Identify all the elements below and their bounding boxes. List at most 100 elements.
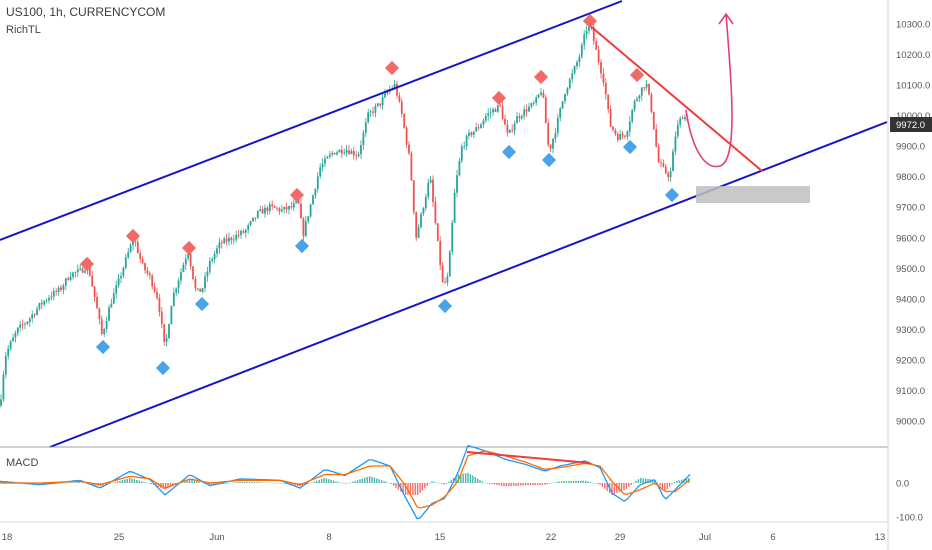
- channel-lower-line[interactable]: [49, 121, 888, 448]
- histogram-bar: [282, 483, 284, 484]
- histogram-bar: [431, 481, 433, 483]
- candle-body: [489, 112, 492, 114]
- candle-body: [580, 44, 583, 57]
- candle-body: [540, 92, 542, 95]
- projection-path[interactable]: [685, 13, 733, 168]
- histogram-bar: [380, 480, 383, 483]
- histogram-bar: [515, 483, 517, 486]
- candle-body: [14, 333, 17, 338]
- histogram-bar: [143, 481, 145, 483]
- time-axis[interactable]: 18 25 Jun 8 15 22 29 Jul 6 13: [0, 521, 888, 543]
- histogram-bar: [404, 483, 407, 495]
- histogram-bar: [325, 478, 328, 483]
- candle-body: [187, 253, 190, 259]
- candle-body: [585, 30, 588, 35]
- histogram-bar: [265, 482, 268, 484]
- candle-body: [619, 134, 622, 140]
- candle-body: [256, 210, 259, 218]
- histogram-bar: [200, 482, 203, 484]
- candle-body: [492, 109, 494, 113]
- histogram-bar: [385, 481, 388, 483]
- candle-body: [266, 207, 269, 212]
- candle-body: [40, 302, 43, 305]
- histogram-bar: [496, 483, 498, 486]
- histogram-bar: [239, 481, 241, 483]
- last-price-tag: 9972.0: [890, 117, 932, 132]
- candle-body: [482, 120, 485, 125]
- candle-body: [112, 293, 115, 304]
- candle-body: [472, 131, 475, 135]
- candle-body: [432, 179, 434, 203]
- candle-body: [177, 280, 180, 289]
- resistance-line[interactable]: [587, 23, 763, 172]
- histogram-bar: [263, 482, 265, 483]
- candle-body: [384, 93, 386, 98]
- price-tick-label: 9800.0: [896, 172, 925, 183]
- histogram-bar: [253, 482, 256, 483]
- histogram-bar: [1, 481, 4, 483]
- histogram-bar: [604, 483, 606, 489]
- candle-body: [403, 114, 406, 128]
- price-pane[interactable]: [0, 0, 888, 448]
- marker-high: [384, 60, 400, 76]
- candle-body: [475, 127, 478, 132]
- histogram-bar: [685, 478, 688, 483]
- candle-body: [235, 234, 238, 240]
- histogram-bar: [642, 478, 644, 483]
- channel-upper-line[interactable]: [0, 0, 623, 241]
- histogram-bar: [371, 476, 373, 483]
- divergence-line[interactable]: [466, 451, 591, 464]
- candle-body: [120, 276, 122, 279]
- candle-body: [189, 253, 192, 267]
- candle-body: [122, 267, 125, 277]
- histogram-bar: [71, 482, 73, 484]
- candle-body: [62, 285, 65, 290]
- candle-body: [499, 105, 502, 107]
- price-tick-label: 10200.0: [896, 50, 930, 61]
- histogram-bar: [560, 481, 563, 483]
- histogram-bar: [133, 479, 136, 483]
- histogram-bar: [167, 483, 169, 489]
- candle-body: [259, 209, 262, 211]
- histogram-bar: [59, 483, 61, 484]
- histogram-bar: [498, 483, 500, 486]
- candle-body: [532, 102, 535, 104]
- candle-body: [564, 93, 566, 102]
- histogram-bar: [500, 483, 503, 486]
- candle-body: [50, 296, 53, 298]
- support-zone[interactable]: [696, 186, 810, 203]
- candle-body: [194, 278, 197, 289]
- marker-low: [541, 152, 557, 168]
- histogram-bar: [637, 479, 640, 483]
- marker-high: [289, 187, 305, 203]
- candle-body: [463, 146, 466, 147]
- time-axis-ticks: 18 25 Jun 8 15 22 29 Jul 6 13: [2, 532, 886, 543]
- macd-pane[interactable]: [0, 444, 691, 520]
- histogram-bar: [354, 480, 356, 483]
- candle-body: [100, 319, 103, 335]
- histogram-bar: [186, 479, 188, 483]
- candle-body: [410, 153, 413, 181]
- candle-body: [307, 216, 310, 222]
- histogram-bar: [340, 482, 342, 484]
- candle-body: [254, 217, 257, 219]
- candle-body: [280, 209, 283, 212]
- histogram-bar: [412, 483, 414, 495]
- candle-body: [381, 97, 384, 106]
- candle-body: [679, 118, 682, 125]
- histogram-bar: [155, 483, 157, 487]
- candle-body: [228, 237, 230, 242]
- candle-body: [379, 103, 382, 106]
- histogram-bar: [534, 483, 536, 486]
- candle-body: [352, 150, 355, 156]
- candle-body: [501, 106, 504, 119]
- histogram-bar: [148, 483, 150, 484]
- price-scale[interactable]: 10300.0 10200.0 10100.0 10000.0 9900.0 9800.0…: [887, 0, 932, 550]
- candle-body: [520, 116, 523, 119]
- candle-body: [204, 276, 206, 289]
- histogram-bar: [332, 480, 335, 483]
- marker-low: [501, 144, 517, 160]
- candle-body: [657, 146, 660, 163]
- candle-body: [336, 152, 338, 155]
- histogram-bar: [467, 472, 469, 483]
